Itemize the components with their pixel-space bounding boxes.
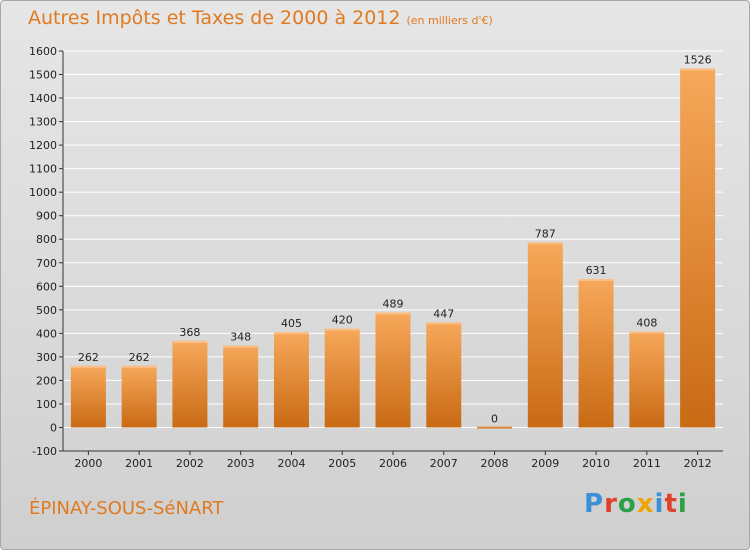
bar-highlight — [324, 328, 360, 331]
y-tick-label: 500 — [36, 304, 57, 317]
y-tick-label: 700 — [36, 257, 57, 270]
data-label: 447 — [433, 307, 454, 320]
bar — [70, 365, 106, 428]
data-labels: 262 262 368 348 405 420 489 447 0 787 631 408 1526 — [78, 53, 712, 425]
axes: -100 0 100 200 300 400 500 600 700 800 900 1000 1100… — [29, 45, 723, 470]
data-label: 262 — [129, 351, 150, 364]
bar-highlight — [527, 242, 563, 245]
x-tick-label: 2006 — [379, 457, 407, 470]
bar — [477, 426, 513, 429]
y-tick-label: 1400 — [29, 92, 57, 105]
logo-letter: x — [636, 489, 655, 519]
logo-letter: i — [654, 489, 665, 519]
bar — [172, 340, 208, 428]
y-tick-label: 200 — [36, 374, 57, 387]
bars — [70, 68, 716, 429]
bar — [121, 365, 157, 428]
data-label: 408 — [636, 316, 657, 329]
x-tick-label: 2004 — [277, 457, 305, 470]
bar — [324, 328, 360, 428]
y-tick-label: 1300 — [29, 116, 57, 129]
data-label: 0 — [491, 412, 498, 425]
x-tick-label: 2009 — [531, 457, 559, 470]
bar — [680, 68, 716, 428]
y-tick-label: 300 — [36, 351, 57, 364]
proxiti-logo[interactable]: Proxiti — [584, 489, 688, 519]
logo-letter: r — [604, 489, 618, 519]
chart-title: Autres Impôts et Taxes de 2000 à 2012 (en… — [28, 7, 493, 29]
bar — [375, 312, 411, 428]
y-tick-label: 1500 — [29, 69, 57, 82]
y-tick-label: -100 — [32, 445, 57, 458]
data-label: 787 — [535, 227, 556, 240]
bar — [578, 279, 614, 428]
bar-highlight — [273, 332, 309, 335]
y-tick-label: 400 — [36, 327, 57, 340]
data-label: 348 — [230, 331, 251, 344]
data-label: 420 — [332, 314, 353, 327]
bar-highlight — [680, 68, 716, 71]
y-tick-label: 1100 — [29, 163, 57, 176]
logo-letter: P — [584, 489, 605, 519]
bar-highlight — [121, 365, 157, 368]
y-tick-label: 600 — [36, 280, 57, 293]
data-label: 631 — [586, 264, 607, 277]
chart-title-text: Autres Impôts et Taxes de 2000 à 2012 — [28, 7, 401, 29]
bar-highlight — [629, 331, 665, 334]
bar — [527, 242, 563, 428]
x-tick-label: 2007 — [430, 457, 458, 470]
data-label: 262 — [78, 351, 99, 364]
bar-highlight — [375, 312, 411, 315]
x-tick-label: 2010 — [582, 457, 610, 470]
data-label: 489 — [383, 297, 404, 310]
city-name: ÉPINAY-SOUS-SéNART — [29, 498, 224, 519]
x-tick-label: 2005 — [328, 457, 356, 470]
y-tick-label: 800 — [36, 233, 57, 246]
x-tick-label: 2012 — [684, 457, 712, 470]
y-tick-label: 100 — [36, 398, 57, 411]
bar-highlight — [172, 340, 208, 343]
y-tick-label: 900 — [36, 210, 57, 223]
y-tick-label: 1600 — [29, 45, 57, 58]
bar — [426, 322, 462, 428]
data-label: 368 — [179, 326, 200, 339]
x-tick-label: 2011 — [633, 457, 661, 470]
bar — [629, 331, 665, 428]
bar-highlight — [223, 345, 259, 348]
x-tick-label: 2002 — [176, 457, 204, 470]
y-tick-label: 1200 — [29, 139, 57, 152]
bar-highlight — [70, 365, 106, 368]
data-label: 405 — [281, 317, 302, 330]
x-tick-label: 2000 — [74, 457, 102, 470]
x-tick-label: 2003 — [227, 457, 255, 470]
x-tick-label: 2001 — [125, 457, 153, 470]
bar — [273, 332, 309, 428]
logo-letter: o — [617, 489, 637, 519]
y-tick-label: 0 — [50, 421, 57, 434]
bar-highlight — [578, 279, 614, 281]
logo-letter: i — [677, 489, 688, 519]
y-tick-label: 1000 — [29, 186, 57, 199]
bar — [223, 345, 259, 428]
bar-highlight — [426, 322, 462, 325]
chart-subtitle: (en milliers d'€) — [406, 14, 493, 27]
logo-letter: t — [664, 489, 678, 519]
data-label: 1526 — [684, 53, 712, 66]
x-tick-label: 2008 — [481, 457, 509, 470]
